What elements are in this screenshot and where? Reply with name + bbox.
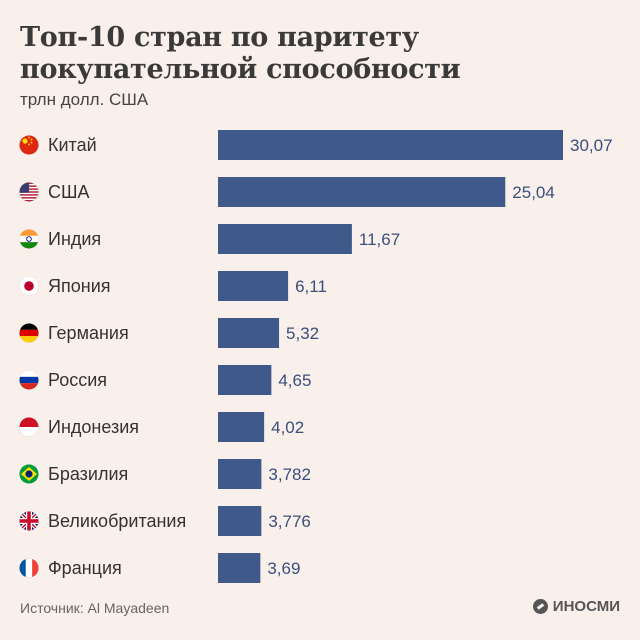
bar [218, 318, 280, 348]
india-flag-icon [19, 229, 39, 249]
source-note: Источник: Al Mayadeen [20, 600, 170, 616]
bar-row: Япония 6,11 [48, 271, 327, 301]
bar-row: Бразилия 3,782 [48, 459, 311, 489]
value-label: 5,32 [286, 324, 319, 343]
category-label: Франция [48, 558, 122, 578]
value-label: 3,782 [268, 465, 311, 484]
brand-name: ИНОСМИ [552, 598, 620, 615]
category-label: Бразилия [48, 464, 128, 484]
value-label: 25,04 [512, 183, 555, 202]
category-label: Германия [48, 323, 129, 343]
bar-row: Великобритания 3,776 [48, 506, 311, 536]
russia-flag-icon [19, 370, 39, 390]
bar-row: Индия 11,67 [48, 224, 400, 254]
bar [218, 459, 262, 489]
bar [218, 553, 261, 583]
category-label: Индия [48, 229, 101, 249]
bar [218, 365, 272, 395]
brand-logo: ИНОСМИ [532, 598, 620, 615]
category-label: США [48, 182, 90, 202]
bar-row: Китай 30,07 [48, 130, 613, 160]
uk-flag-icon [19, 511, 39, 531]
value-label: 3,69 [267, 559, 300, 578]
bar [218, 506, 262, 536]
value-label: 6,11 [295, 277, 327, 296]
bar-row: Франция 3,69 [48, 553, 300, 583]
category-label: Великобритания [48, 511, 186, 531]
bar [218, 224, 352, 254]
category-label: Япония [48, 276, 111, 296]
chart-title: Топ-10 стран по паритету покупательной с… [20, 22, 461, 85]
category-label: Индонезия [48, 417, 139, 437]
value-label: 30,07 [570, 136, 613, 155]
bar [218, 177, 506, 207]
value-label: 4,65 [278, 371, 311, 390]
category-label: Китай [48, 135, 97, 155]
bar-row: Германия 5,32 [48, 318, 319, 348]
bar [218, 412, 265, 442]
bar-row: США 25,04 [48, 177, 555, 207]
category-label: Россия [48, 370, 107, 390]
bar-row: Индонезия 4,02 [48, 412, 304, 442]
indonesia-flag-icon [19, 417, 39, 437]
bar-row: Россия 4,65 [48, 365, 311, 395]
brazil-flag-icon [19, 464, 39, 484]
china-flag-icon [19, 135, 39, 155]
japan-flag-icon [19, 276, 39, 296]
value-label: 11,67 [359, 230, 400, 249]
chart-subtitle: трлн долл. США [20, 90, 149, 109]
bar [218, 130, 563, 160]
bar [218, 271, 289, 301]
france-flag-icon [19, 558, 39, 578]
value-label: 3,776 [268, 512, 311, 531]
value-label: 4,02 [271, 418, 304, 437]
germany-flag-icon [19, 323, 39, 343]
inosmi-logo-icon [532, 599, 548, 614]
usa-flag-icon [19, 182, 39, 202]
